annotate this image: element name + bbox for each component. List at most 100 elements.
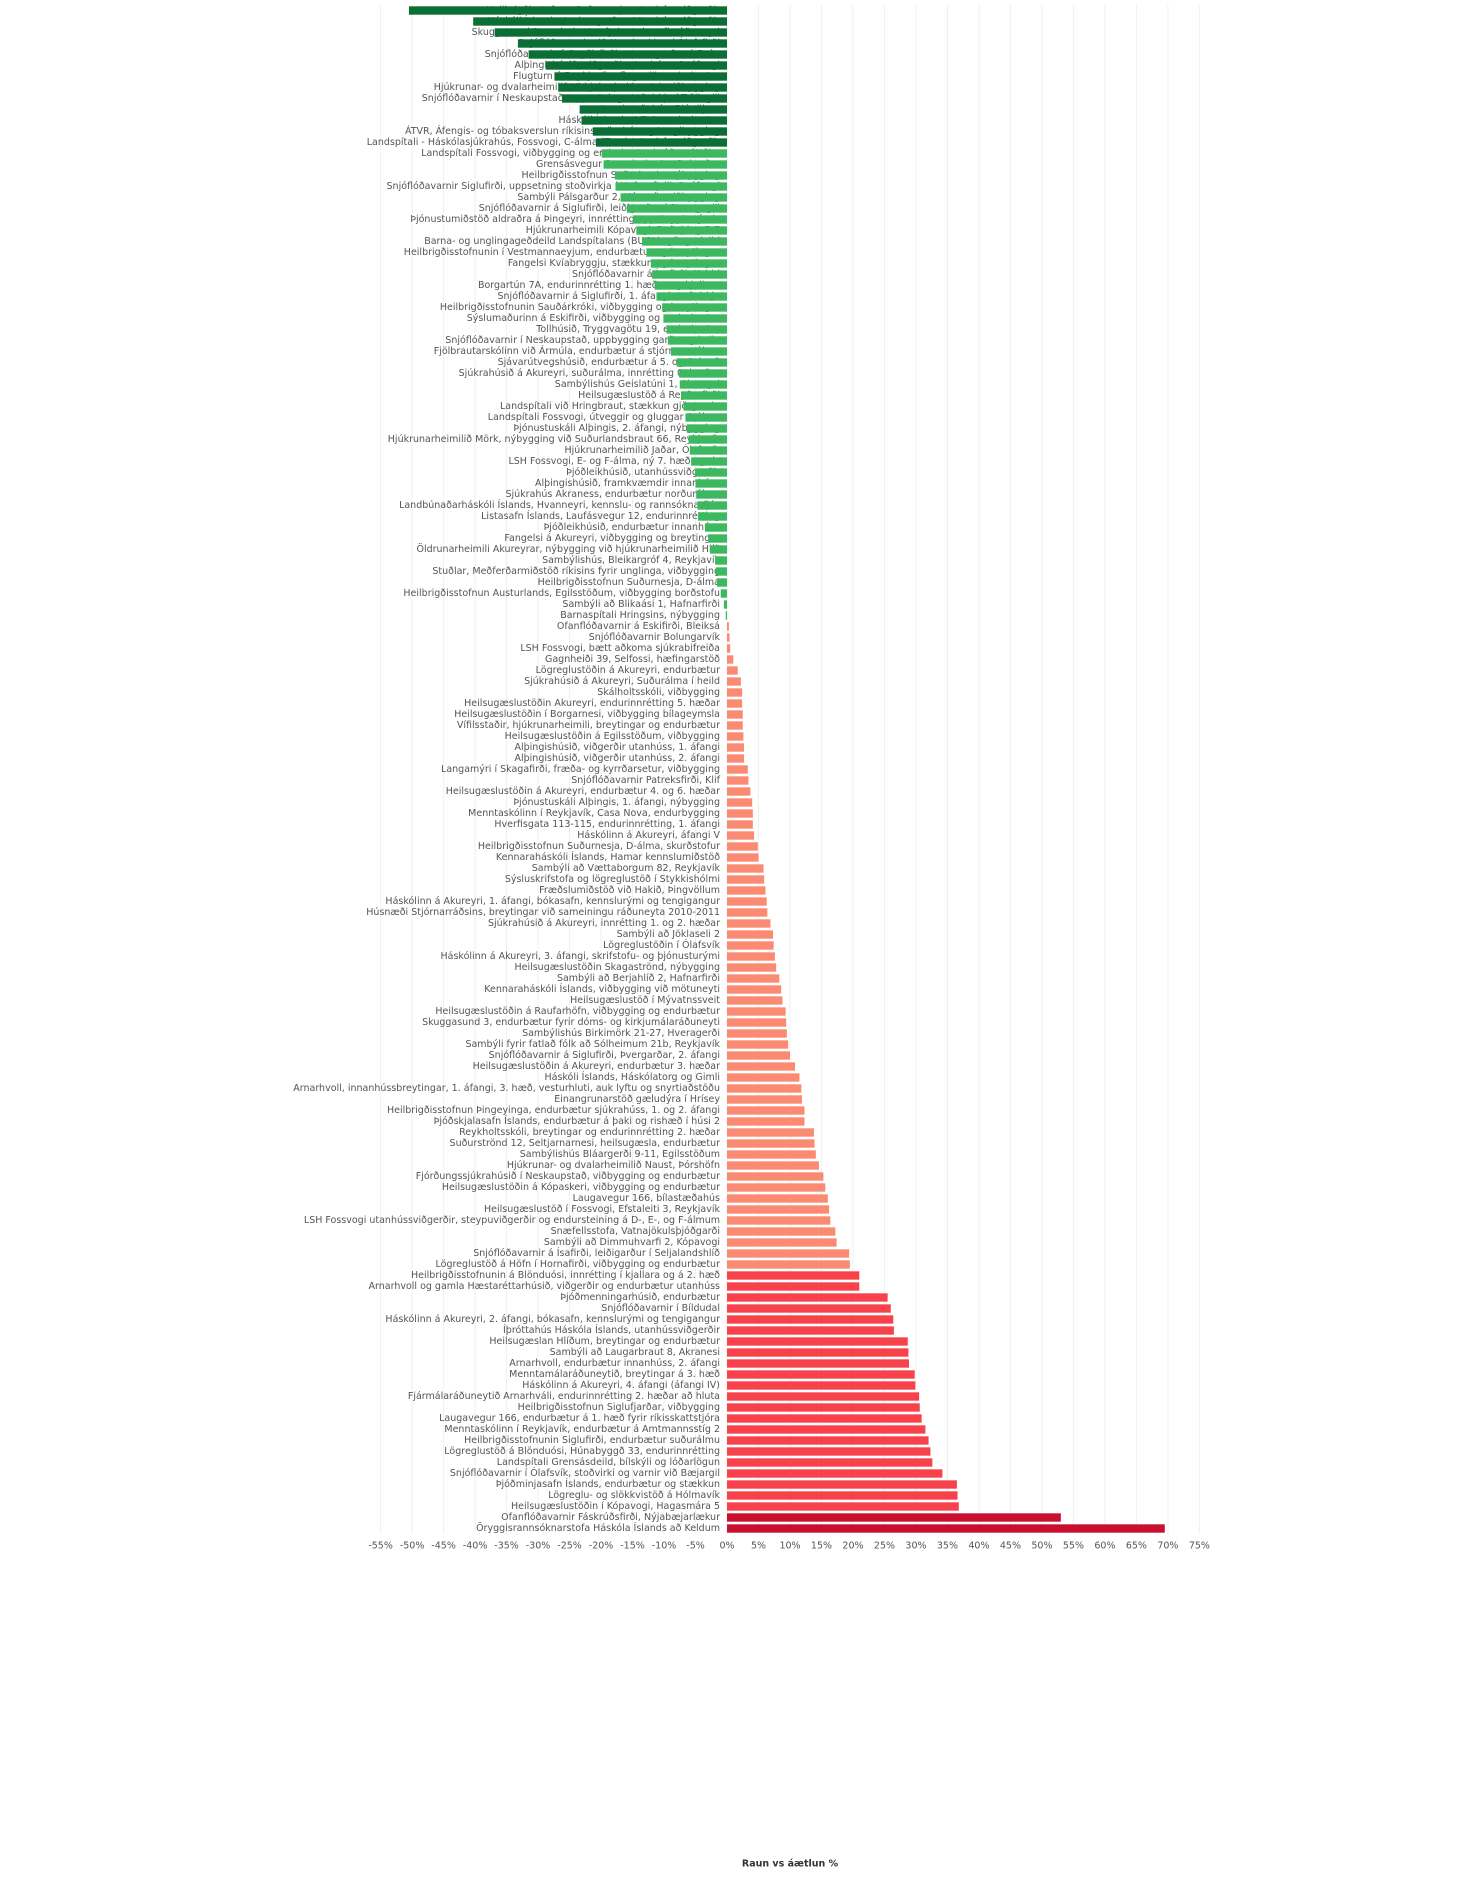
y-tick-label: Alþingishúsið, viðgerðir utanhúss, 2. áf… xyxy=(515,753,721,764)
bar xyxy=(727,1150,816,1159)
y-tick-label: Borgartún 7A, endurinnrétting 1. hæðar o… xyxy=(478,280,720,291)
y-tick-label: Sjúkrahúsið á Akureyri, innrétting 1. og… xyxy=(488,918,720,929)
y-tick-label: Heilsugæslustöðin á Egilsstöðum, viðbygg… xyxy=(505,731,720,742)
bar xyxy=(727,897,767,906)
y-tick-label: Sýsluskrifstofa og lögreglustöð í Stykki… xyxy=(505,874,720,885)
bar xyxy=(727,1249,850,1258)
y-tick-label: Heilbrigðisstofnun Siglufjarðar, viðbygg… xyxy=(518,1402,720,1413)
y-tick-label: Langamýri í Skagafirði, fræða- og kyrrða… xyxy=(441,764,720,775)
y-tick-label: Tollhúsið, Tryggvagötu 19, endurbætur xyxy=(535,324,720,335)
y-tick-label: Landspítali Fossvogi, útveggir og glugga… xyxy=(488,412,720,423)
bar xyxy=(727,754,745,763)
y-tick-label: Þjóðleikhúsið, endurbætur innanhúss xyxy=(544,522,720,533)
y-tick-label: Snæfellsstofa, Vatnajökulsþjóðgarði xyxy=(551,1226,720,1237)
y-tick-label: Sambýlishús Birkimörk 21-27, Hveragerði xyxy=(522,1028,720,1039)
bar xyxy=(727,919,771,928)
y-tick-label: Suðurströnd 12, Seltjarnarnesi, heilsugæ… xyxy=(450,1138,721,1149)
y-tick-label: Heilsugæslustöðin Skagaströnd, nýbygging xyxy=(514,962,720,973)
y-tick-label: Lögreglustöðin í Ólafsvík xyxy=(603,939,720,951)
y-tick-label: Heilsugæslustöðin í Kópavogi, Hagasmára … xyxy=(511,1501,720,1512)
bar xyxy=(554,72,728,81)
bar xyxy=(727,1007,786,1016)
y-tick-label: Landspítali - Háskólasjúkrahús, Fossvogi… xyxy=(367,137,720,148)
bar xyxy=(696,490,728,499)
bar xyxy=(727,1095,802,1104)
x-tick-label: -10% xyxy=(652,1541,677,1552)
bar xyxy=(727,1271,860,1280)
y-tick-label: Sambýli að Jöklaseli 2 xyxy=(617,929,720,940)
y-tick-label: Þjóðminjasafn Íslands, endurbætur og stæ… xyxy=(496,1478,720,1490)
y-tick-label: Landspítali við Hringbraut, stækkun gjör… xyxy=(500,401,720,412)
y-tick-label: Heilbrigðisstofnun Austurlands, Egilsstö… xyxy=(403,588,720,599)
y-tick-label: Ofanflóðavarnir Fáskrúðsfirði, Nýjabæjar… xyxy=(501,1512,720,1523)
bar xyxy=(727,1073,800,1082)
bar xyxy=(727,1172,824,1181)
bar xyxy=(727,952,775,961)
bar xyxy=(704,523,728,532)
bar xyxy=(727,908,768,917)
y-tick-label: Laugavegur 166, endurbætur á 1. hæð fyri… xyxy=(439,1413,720,1424)
bar xyxy=(727,1359,910,1368)
y-tick-label: Landspítali Grensásdeild, bílskýli og ló… xyxy=(497,1457,720,1468)
y-tick-label: Sambýli að Laugarbraut 8, Akranesi xyxy=(550,1347,720,1358)
x-tick-label: 40% xyxy=(968,1541,989,1552)
bar xyxy=(727,963,777,972)
y-tick-label: Heilsugæslustöð í Mývatnssveit xyxy=(570,995,720,1006)
x-tick-label: -15% xyxy=(620,1541,645,1552)
y-tick-label: Þjóðmenningarhúsið, endurbætur xyxy=(560,1292,720,1303)
y-tick-label: Heilbrigðisstofnun Þingeyinga, endurbætu… xyxy=(387,1105,720,1116)
bar xyxy=(683,402,728,411)
bar xyxy=(679,380,728,389)
bar xyxy=(727,1194,828,1203)
bar xyxy=(592,127,728,136)
bar xyxy=(727,1238,837,1247)
bar xyxy=(652,270,728,279)
bar xyxy=(727,655,734,664)
y-tick-label: Laugavegur 166, bílastæðahús xyxy=(573,1193,720,1204)
y-tick-label: Arnarhvoll, innanhússbreytingar, 1. áfan… xyxy=(293,1083,720,1094)
bar xyxy=(715,556,728,565)
y-tick-label: Háskólinn á Akureyri, 2. áfangi, bókasaf… xyxy=(385,1314,720,1325)
bar xyxy=(727,1513,1061,1522)
y-tick-label: Alþingishúsið, framkvæmdir innanhúss xyxy=(535,478,720,489)
x-tick-label: -40% xyxy=(463,1541,488,1552)
y-tick-label: Sambýli að Dimmuhvarfi 2, Kópavogi xyxy=(544,1237,720,1248)
y-tick-label: Heilsugæslan Hlíðum, breytingar og endur… xyxy=(489,1336,720,1347)
bar xyxy=(727,886,766,895)
y-tick-label: Vífilsstaðir, hjúkrunarheimili, breyting… xyxy=(457,720,720,731)
bar xyxy=(723,600,728,609)
y-tick-label: Íþróttahús Háskóla Íslands, utanhússviðg… xyxy=(503,1324,720,1336)
y-tick-label: Lögreglustöð á Blönduósi, Húnabyggð 33, … xyxy=(444,1446,720,1457)
y-tick-label: Hverfisgata 113-115, endurinnrétting, 1.… xyxy=(494,819,720,830)
y-tick-label: Sjúkrahús Akraness, endurbætur norðurálm… xyxy=(505,489,720,500)
bar xyxy=(708,534,728,543)
y-tick-label: Fangelsi á Akureyri, viðbygging og breyt… xyxy=(504,533,720,544)
bar xyxy=(727,820,753,829)
bar xyxy=(727,1062,796,1071)
bar xyxy=(620,193,728,202)
x-tick-label: -35% xyxy=(494,1541,519,1552)
y-tick-label: Sambýlishús, Bleikargróf 4, Reykjavík xyxy=(542,555,720,566)
x-tick-label: 30% xyxy=(905,1541,926,1552)
y-tick-label: Háskólinn á Akureyri, 1. áfangi, bókasaf… xyxy=(385,896,720,907)
y-tick-label: Fjórðungssjúkrahúsið í Neskaupstað, viðb… xyxy=(416,1171,720,1182)
y-tick-label: Háskólinn á Akureyri, áfangi V xyxy=(577,830,720,841)
bar xyxy=(727,1469,943,1478)
bar xyxy=(689,446,728,455)
bar xyxy=(727,1084,802,1093)
bar xyxy=(727,1304,891,1313)
x-tick-label: -20% xyxy=(589,1541,614,1552)
bar xyxy=(727,996,783,1005)
y-tick-label: Einangrunarstöð gæludýra í Hrísey xyxy=(554,1094,720,1105)
y-tick-label: Sambýli að Vættaborgum 82, Reykjavík xyxy=(532,863,721,874)
bar xyxy=(727,842,758,851)
x-tick-label: 10% xyxy=(779,1541,800,1552)
y-tick-label: Sjávarútvegshúsið, endurbætur á 5. og 6.… xyxy=(498,357,721,368)
y-tick-label: Fræðslumiðstöð við Hakið, Þingvöllum xyxy=(539,885,720,896)
bar xyxy=(408,6,728,15)
bar xyxy=(727,1260,850,1269)
x-tick-label: 65% xyxy=(1126,1541,1147,1552)
y-tick-label: Sambýli að Berjahlíð 2, Hafnarfirði xyxy=(557,973,720,984)
y-tick-label: Sjúkrahúsið á Akureyri, suðurálma, innré… xyxy=(459,368,720,379)
